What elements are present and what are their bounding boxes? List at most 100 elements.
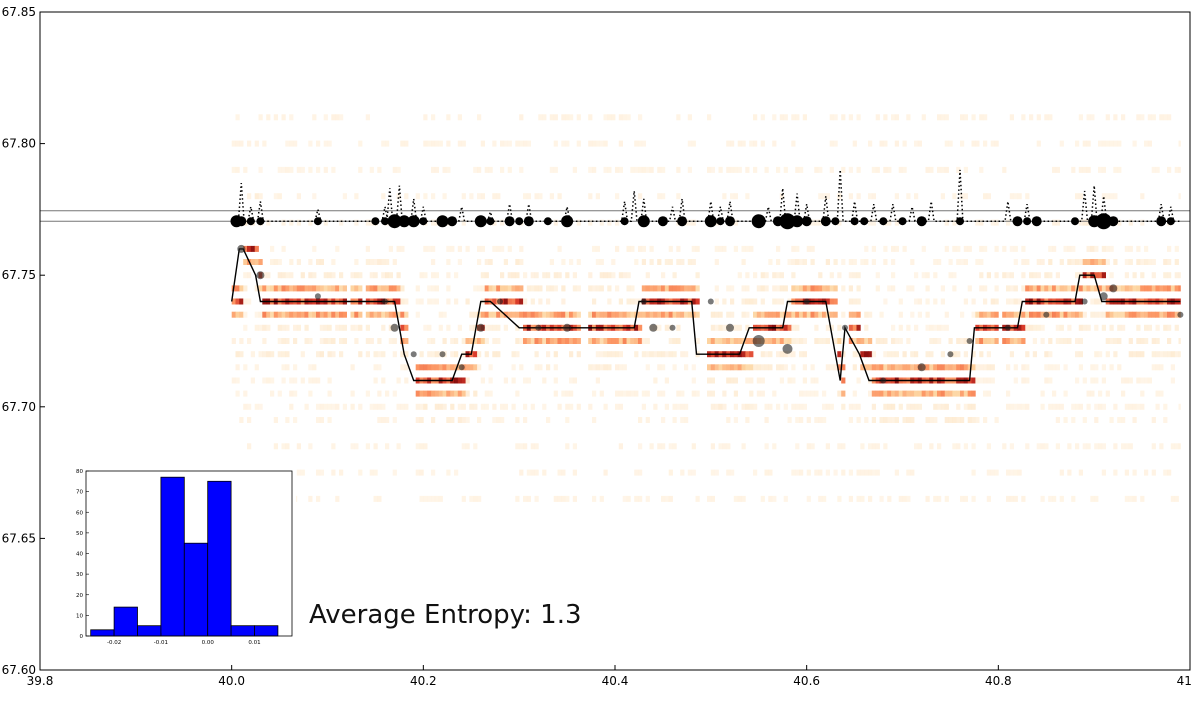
heatmap-cell	[523, 495, 528, 502]
heatmap-cell	[622, 311, 627, 318]
heatmap-cell	[990, 311, 995, 318]
heatmap-cell	[726, 443, 731, 450]
heatmap-cell	[1067, 245, 1072, 252]
heatmap-cell	[1159, 114, 1164, 121]
inset-x-tick-label: 0.00	[202, 640, 215, 646]
heatmap-cell	[542, 377, 547, 384]
heatmap-cell	[1013, 364, 1018, 371]
heatmap-cell	[902, 140, 907, 147]
heatmap-cell	[722, 443, 727, 450]
heatmap-cell	[603, 272, 608, 279]
heatmap-cell	[960, 311, 965, 318]
heatmap-cell	[718, 324, 723, 331]
heatmap-cell	[396, 298, 401, 305]
heatmap-cell	[507, 311, 512, 318]
heatmap-cell	[231, 140, 236, 147]
heatmap-cell	[1078, 114, 1083, 121]
heatmap-cell	[1124, 443, 1129, 450]
heatmap-cell	[795, 338, 800, 344]
heatmap-cell	[373, 364, 378, 371]
heatmap-cell	[1098, 272, 1103, 279]
heatmap-cell	[730, 311, 735, 318]
heatmap-cell	[730, 298, 735, 305]
heatmap-cell	[657, 351, 662, 358]
heatmap-cell	[1144, 245, 1149, 252]
heatmap-cell	[940, 403, 945, 410]
heatmap-cell	[1121, 390, 1126, 397]
heatmap-cell	[975, 219, 980, 226]
heatmap-cell	[1067, 443, 1072, 450]
heatmap-cell	[618, 166, 623, 173]
heatmap-cell	[335, 245, 340, 252]
heatmap-cell	[350, 364, 355, 371]
heatmap-cell	[1009, 114, 1014, 121]
heatmap-cell	[668, 495, 673, 502]
heatmap-cell	[592, 417, 597, 423]
heatmap-cell	[1009, 193, 1014, 200]
heatmap-cell	[1021, 403, 1026, 410]
heatmap-cell	[480, 338, 485, 344]
heatmap-cell	[285, 338, 290, 344]
heatmap-cell	[603, 351, 608, 358]
heatmap-cell	[963, 364, 968, 371]
heatmap-cell	[1006, 285, 1011, 292]
heatmap-cell	[661, 272, 666, 279]
heatmap-cell	[1063, 338, 1068, 344]
scatter-point-gray	[947, 351, 954, 358]
heatmap-cell	[293, 364, 298, 371]
heatmap-cell	[404, 351, 409, 358]
heatmap-cell	[1113, 166, 1118, 173]
heatmap-cell	[1101, 364, 1106, 371]
heatmap-cell	[250, 245, 255, 252]
heatmap-cell	[963, 495, 968, 502]
heatmap-cell	[1105, 259, 1110, 265]
scatter-point-gray	[1099, 292, 1108, 301]
heatmap-cell	[484, 390, 489, 397]
heatmap-cell	[335, 324, 340, 331]
heatmap-cell	[737, 272, 742, 279]
heatmap-cell	[266, 311, 271, 318]
heatmap-cell	[837, 324, 842, 331]
heatmap-cell	[538, 364, 543, 371]
heatmap-cell	[423, 364, 428, 371]
scatter-point-gray	[669, 324, 676, 331]
heatmap-cell	[1055, 338, 1060, 344]
heatmap-cell	[1144, 259, 1149, 265]
heatmap-cell	[806, 390, 811, 397]
heatmap-cell	[921, 272, 926, 279]
heatmap-cell	[787, 417, 792, 423]
heatmap-cell	[779, 285, 784, 292]
heatmap-cell	[492, 417, 497, 423]
heatmap-cell	[883, 390, 888, 397]
heatmap-cell	[335, 285, 340, 292]
heatmap-cell	[664, 311, 669, 318]
heatmap-cell	[1013, 245, 1018, 252]
heatmap-cell	[925, 324, 930, 331]
heatmap-cell	[1136, 377, 1141, 384]
heatmap-cell	[281, 364, 286, 371]
heatmap-cell	[841, 364, 846, 371]
heatmap-cell	[818, 285, 823, 292]
heatmap-cell	[404, 311, 409, 318]
heatmap-cell	[1113, 443, 1118, 450]
heatmap-cell	[273, 417, 278, 423]
heatmap-cell	[868, 364, 873, 371]
heatmap-cell	[400, 140, 405, 147]
heatmap-cell	[607, 114, 612, 121]
heatmap-cell	[956, 351, 961, 358]
heatmap-cell	[1029, 311, 1034, 318]
heatmap-cell	[289, 390, 294, 397]
heatmap-cell	[841, 469, 846, 476]
heatmap-cell	[488, 324, 493, 331]
heatmap-cell	[569, 311, 574, 318]
heatmap-cell	[791, 364, 796, 371]
heatmap-cell	[733, 403, 738, 410]
heatmap-cell	[818, 272, 823, 279]
heatmap-cell	[960, 259, 965, 265]
heatmap-cell	[776, 338, 781, 344]
heatmap-cell	[649, 245, 654, 252]
heatmap-cell	[779, 364, 784, 371]
scatter-point-black	[916, 216, 927, 227]
heatmap-cell	[622, 338, 627, 344]
